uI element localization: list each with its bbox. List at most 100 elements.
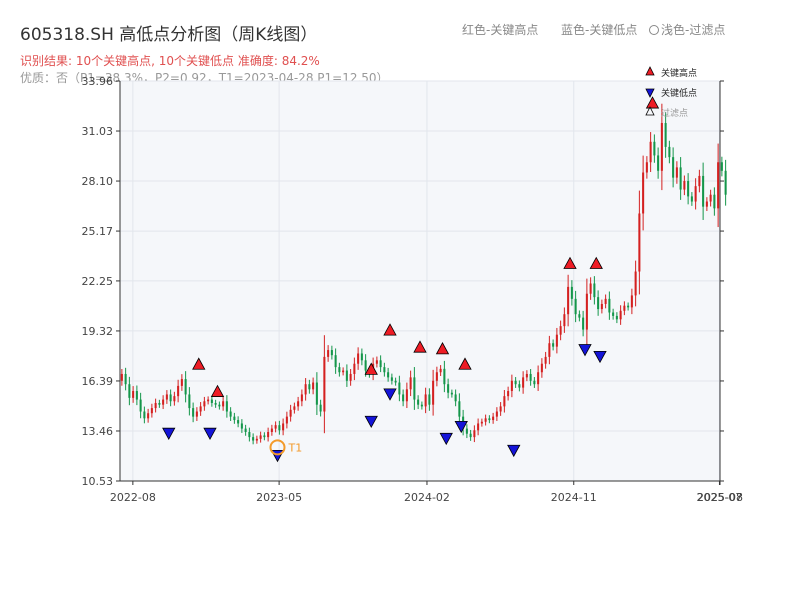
candle-body: [589, 283, 592, 294]
candle-body: [233, 416, 236, 421]
candle-body: [413, 377, 416, 400]
candle-body: [338, 367, 341, 373]
candle-body: [394, 380, 397, 383]
candle-body: [514, 380, 517, 385]
candle-body: [244, 428, 247, 433]
candle-body: [563, 314, 566, 327]
key-high-marker: [210, 384, 225, 397]
candle-body: [552, 343, 555, 347]
candle-body: [687, 181, 690, 197]
candle-body: [533, 380, 536, 385]
ytick-label: 22.25: [82, 275, 114, 288]
key-high-marker: [589, 256, 603, 269]
candle-body: [439, 368, 442, 373]
candle-body: [225, 401, 228, 412]
candle-body: [255, 438, 258, 441]
candle-body: [593, 283, 596, 298]
candle-body: [263, 435, 266, 438]
candle-body: [717, 162, 720, 209]
candle-body: [229, 411, 232, 417]
candle-body: [672, 157, 675, 178]
candle-body: [608, 298, 611, 313]
candle-body: [180, 379, 183, 386]
ytick-label: 10.53: [82, 475, 114, 488]
key-low-marker: [439, 432, 453, 446]
candle-body: [619, 310, 622, 320]
candle-body: [450, 392, 453, 395]
candle-body: [559, 326, 562, 335]
candle-body: [653, 141, 656, 156]
candle-body: [135, 391, 138, 400]
candle-body: [683, 181, 686, 190]
candle-body: [132, 391, 135, 398]
candle-body: [567, 286, 570, 315]
key-low-marker: [593, 350, 607, 364]
candle-body: [638, 213, 641, 272]
candle-body: [319, 404, 322, 412]
candle-body: [267, 432, 270, 438]
circle-icon: [649, 25, 659, 35]
candle-body: [627, 305, 630, 308]
candle-body: [390, 377, 393, 381]
hint-light-filtered-label: 浅色-过滤点: [661, 23, 726, 37]
candle-body: [480, 421, 483, 424]
t1-circle: [269, 439, 286, 456]
candle-body: [398, 382, 401, 395]
candle-body: [383, 367, 386, 373]
candle-body: [432, 380, 435, 405]
candle-body: [375, 360, 378, 364]
candle-body: [540, 363, 543, 373]
candle-body: [154, 402, 157, 409]
candle-body: [173, 396, 176, 402]
chart-title: 605318.SH 高低点分析图（周K线图）: [20, 25, 318, 45]
legend-filtered-label: 过滤点: [661, 107, 688, 119]
candle-body: [495, 411, 498, 417]
xtick-label: 2024-11: [551, 491, 597, 504]
candle-body: [195, 411, 198, 417]
candle-body: [597, 297, 600, 310]
candle-body: [612, 312, 615, 316]
candle-body: [510, 380, 513, 392]
candle-body: [503, 396, 506, 407]
candle-body: [544, 356, 547, 364]
candle-body: [285, 416, 288, 424]
legend-high-icon: [645, 66, 655, 76]
candle-body: [323, 356, 326, 412]
t1-label: T1: [288, 441, 303, 454]
hint-blue-low: 蓝色-关键低点: [561, 23, 638, 37]
ytick-label: 19.32: [82, 325, 114, 338]
ytick-label: 31.03: [82, 125, 114, 138]
candle-body: [124, 373, 127, 385]
key-low-marker: [578, 344, 592, 357]
candle-body: [634, 271, 637, 296]
hint-light-filtered: 浅色-过滤点: [649, 21, 725, 38]
candle-body: [548, 343, 551, 357]
candle-body: [304, 384, 307, 395]
candle-body: [694, 186, 697, 202]
candle-body: [222, 401, 225, 407]
candle-body: [720, 162, 723, 171]
xtick-label: 2023-05: [256, 491, 302, 504]
key-low-marker: [454, 420, 468, 434]
candle-body: [525, 373, 528, 378]
candle-body: [387, 372, 390, 378]
candle-body: [518, 384, 521, 388]
candle-body: [705, 201, 708, 207]
candle-body: [248, 432, 251, 438]
candle-body: [162, 399, 165, 405]
candle-body: [570, 286, 573, 299]
key-high-marker: [563, 256, 577, 269]
key-high-marker: [383, 323, 397, 336]
candle-body: [308, 384, 311, 390]
candle-body: [465, 428, 468, 434]
candle-body: [690, 196, 693, 202]
candle-body: [169, 394, 172, 402]
candle-body: [574, 298, 577, 315]
candle-body: [488, 418, 491, 421]
ytick-label: 28.10: [82, 175, 114, 188]
summary-text: 识别结果: 10个关键高点, 10个关键低点 准确度: 84.2%: [20, 54, 320, 68]
candle-body: [668, 146, 671, 158]
candle-body: [297, 401, 300, 407]
candle-body: [300, 394, 303, 402]
